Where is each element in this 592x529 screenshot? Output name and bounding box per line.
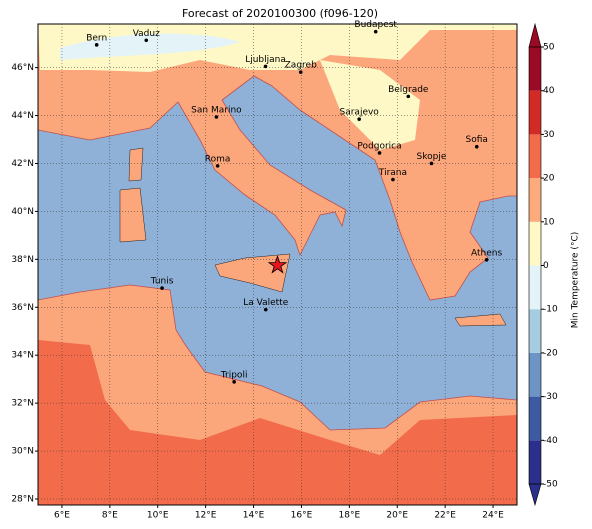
x-tick-label: 18°E [339,511,361,521]
city-label: Tunis [150,277,174,287]
city-dot [474,144,479,149]
city-label: Podgorica [357,141,401,151]
island [119,187,147,243]
map-frame [37,23,518,506]
colorbar-band [529,221,541,266]
colorbar-tick-label: 40 [543,86,555,96]
location-marker [267,255,288,274]
island [454,313,507,327]
colorbar-tick-label: -40 [543,436,558,446]
y-tick-label: 30°N [11,447,34,457]
city-dot [391,177,395,182]
x-tick-label: 10°E [147,511,169,521]
x-tick-label: 6°E [54,511,70,521]
y-tick-label: 34°N [11,351,34,361]
city-label: San Marino [191,105,242,115]
city-label: Skopje [417,152,447,162]
x-tick-label: 14°E [243,511,265,521]
city-dot [160,286,164,290]
colorbar-tick-label: 20 [543,174,555,184]
colorbar-tick-label: -20 [543,348,558,358]
y-tick-label: 44°N [11,111,34,121]
city-dot [373,29,378,34]
colorbar-band [529,134,541,179]
colorbar-band [529,178,541,222]
colorbar-band [529,265,541,310]
warm-region [38,340,517,505]
island [128,147,144,182]
city-label: Budapest [354,20,397,30]
city-dot [377,151,382,155]
colorbar-tick-label: 0 [543,261,549,271]
colorbar-tick-label: 50 [543,43,555,53]
x-tick-label: 22°E [434,511,456,521]
colorbar-band [529,309,541,353]
city-label: Bern [86,33,107,43]
y-tick-label: 28°N [11,495,34,505]
colorbar-band [529,90,541,135]
y-tick-label: 32°N [11,399,34,409]
city-label: Vaduz [133,29,160,39]
colorbar-label: Min Temperature (°C) [571,232,581,329]
city-dot [94,43,99,47]
city-label: Ljubljana [245,55,286,65]
y-tick-label: 46°N [11,63,34,73]
x-tick-label: 20°E [386,511,408,521]
city-label: Roma [205,154,231,164]
city-dot [484,258,489,262]
colorbar-band [529,396,541,441]
city-label: Tripoli [220,370,248,380]
colorbar-band [529,440,541,484]
colorbar-band [529,352,541,397]
city-dot [215,164,220,168]
city-label: Sofia [466,135,488,145]
y-tick-label: 42°N [11,159,34,169]
chart-title: Forecast of 2020100300 (f096-120) [182,7,378,20]
x-tick-label: 8°E [102,511,118,521]
city-label: Athens [471,248,502,258]
city-dot [263,64,268,69]
city-label: Tirana [378,168,407,178]
city-dot [406,94,411,99]
colorbar-tick-label: 30 [543,130,555,140]
city-dot [429,161,434,166]
colorbar-tick-label: -50 [543,480,558,490]
city-label: Sarajevo [340,108,380,118]
cool-region [320,60,420,150]
x-tick-label: 12°E [195,511,217,521]
colorbar-extend [528,22,542,48]
colorbar-tick-label: -10 [543,305,558,315]
cold-region [60,33,240,60]
city-label: Zagreb [285,61,317,71]
x-tick-label: 16°E [291,511,313,521]
city-dot [214,115,219,119]
colorbar-tick-label: -30 [543,392,558,402]
map-field [38,24,517,505]
city-dot [298,70,303,74]
city-label: Belgrade [388,85,429,95]
y-tick-label: 40°N [11,207,34,217]
city-dot [232,380,236,384]
colorbar-tick-label: 10 [543,217,555,227]
y-tick-label: 38°N [11,255,34,265]
colorbar-band [529,47,541,91]
city-dot [263,307,268,312]
city-dot [144,38,149,43]
city-dot [357,117,361,121]
sea [38,75,517,431]
city-label: La Valette [243,298,288,308]
y-tick-label: 36°N [11,303,34,313]
colorbar-extend [528,483,542,507]
x-tick-label: 24°E [482,511,504,521]
